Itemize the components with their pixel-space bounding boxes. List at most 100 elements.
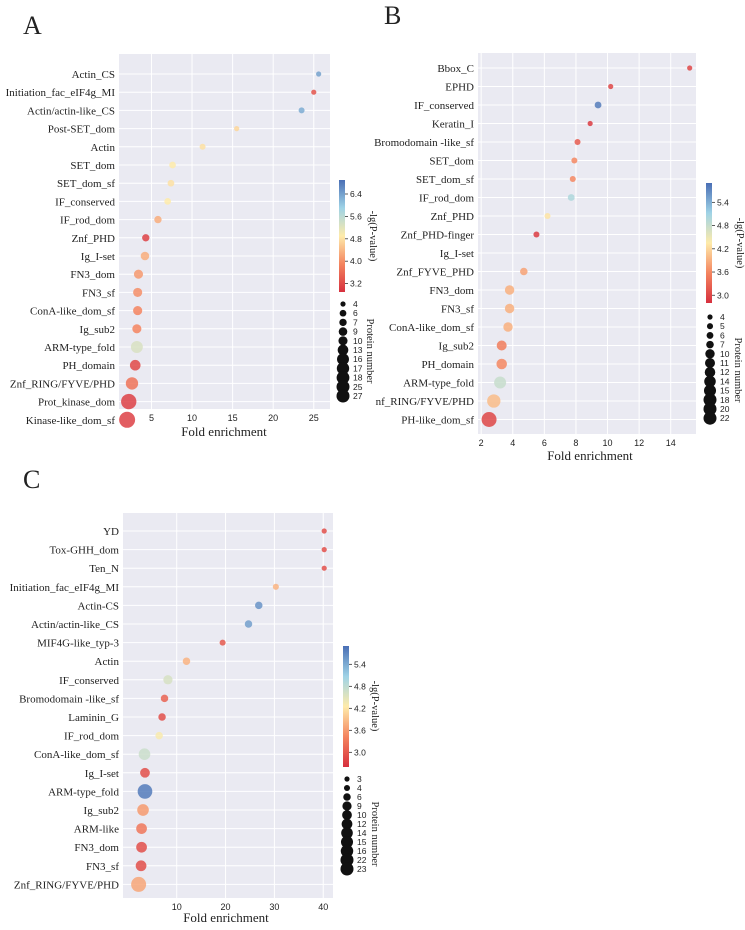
size-legend-label: 9 — [357, 801, 362, 811]
colorbar-ticks: 3.0 3.6 4.2 4.8 5.4 — [349, 659, 366, 757]
panel-letter: A — [23, 11, 42, 40]
colorbar-tick-label: 5.6 — [350, 211, 362, 221]
size-legend-marker — [341, 827, 353, 839]
size-legend-marker — [339, 318, 347, 327]
size-legend-label: 18 — [720, 395, 730, 405]
data-point — [496, 358, 507, 370]
panel-c-chart: YD Tox-GHH_dom Ten_N Initiation_fac_eIF4g_M… — [10, 513, 380, 925]
gridlines — [478, 53, 696, 434]
data-point — [133, 306, 143, 316]
category-label: Znf_RING/FYVE/PHD — [14, 879, 119, 891]
category-label: Znf_PHD — [72, 233, 115, 245]
category-label: Ten_N — [89, 563, 119, 575]
category-label: Ig_sub2 — [84, 805, 119, 817]
x-tick-label: 25 — [309, 413, 319, 423]
category-label: FN3_dom — [70, 269, 115, 281]
category-label: Post-SET_dom — [48, 124, 116, 136]
x-tick-label: 10 — [187, 413, 197, 423]
x-tick-label: 20 — [268, 413, 278, 423]
data-point — [311, 89, 317, 95]
data-point — [321, 547, 327, 553]
data-point — [121, 393, 137, 410]
panel-letter: B — [384, 1, 401, 30]
category-label: SET_dom_sf — [416, 174, 474, 186]
x-ticks: 5 10 15 20 25 — [149, 413, 319, 423]
category-label: YD — [103, 526, 119, 538]
size-legend-marker — [343, 784, 351, 792]
size-legend-label: 3 — [357, 774, 362, 784]
x-ticks: 2 4 6 8 10 12 14 — [479, 438, 676, 448]
size-legend-label: 14 — [357, 828, 367, 838]
size-legend-label: 6 — [357, 792, 362, 802]
category-label: IF_rod_dom — [60, 215, 115, 227]
size-legend-label: 17 — [353, 363, 363, 373]
size-legend-label: 14 — [720, 376, 730, 386]
data-point — [504, 303, 515, 314]
category-label: Znf_RING/FYVE/PHD — [10, 378, 115, 390]
colorbar-label: -lg(P-value) — [367, 211, 378, 262]
data-point — [219, 639, 226, 646]
data-point — [496, 340, 507, 351]
colorbar — [343, 646, 349, 767]
size-legend-marker — [703, 393, 717, 407]
colorbar-tick-label: 3.6 — [354, 725, 366, 735]
size-legend-label: 10 — [353, 336, 363, 346]
size-legend-label: 7 — [720, 340, 725, 350]
size-legend-label: 12 — [357, 819, 367, 829]
size-legend-label: 22 — [357, 855, 367, 865]
category-label: EPHD — [445, 82, 474, 94]
plot-area — [119, 54, 330, 409]
data-point — [140, 251, 150, 261]
size-legend-marker — [339, 309, 347, 317]
data-point — [594, 101, 602, 109]
category-label: IF_rod_dom — [419, 193, 474, 205]
size-legend-label: 15 — [357, 837, 367, 847]
x-axis-label: Fold enrichment — [547, 448, 633, 463]
size-legend-label: 15 — [720, 386, 730, 396]
size-legend-label: 12 — [720, 367, 730, 377]
data-point — [125, 377, 139, 390]
category-label: Ig_I-set — [81, 251, 115, 263]
plot-area — [478, 53, 696, 434]
category-label: Actin — [95, 656, 120, 668]
x-axis-label: Fold enrichment — [181, 424, 267, 439]
size-legend-label: 10 — [720, 349, 730, 359]
data-point — [487, 394, 501, 408]
category-label: Keratin_I — [432, 119, 474, 131]
category-label: Prot_kinase_dom — [38, 397, 115, 409]
colorbar — [706, 183, 712, 303]
size-legend-marker — [705, 349, 715, 359]
size-legend-marker — [340, 835, 354, 849]
data-point — [567, 194, 575, 201]
category-labels: Bbox_C EPHD IF_conserved Keratin_I Bromodoma… — [374, 63, 474, 427]
category-label: Actin/actin-like_CS — [31, 619, 119, 631]
size-legend-marker — [338, 327, 348, 336]
data-point — [155, 731, 163, 740]
data-point — [571, 157, 578, 164]
data-point — [133, 269, 144, 279]
colorbar-tick-label: 4.8 — [717, 221, 729, 231]
x-tick-label: 40 — [318, 902, 328, 912]
x-tick-label: 30 — [269, 902, 279, 912]
category-labels: Actin_CS Initiation_fac_eIF4g_MI Actin/act… — [6, 69, 116, 427]
data-point — [135, 860, 147, 872]
size-legend-label: 16 — [357, 846, 367, 856]
category-label: Znf_FYVE_PHD — [396, 267, 474, 279]
x-tick-label: 8 — [573, 438, 578, 448]
data-point — [119, 411, 136, 428]
category-label: ConA-like_dom_sf — [34, 749, 119, 761]
data-point — [504, 285, 515, 295]
size-legend-label: Protein number — [732, 337, 743, 403]
data-point — [321, 565, 327, 571]
data-point — [129, 359, 141, 371]
colorbar-tick-label: 3.0 — [354, 747, 366, 757]
data-point — [158, 713, 166, 721]
size-legend-marker — [706, 340, 714, 349]
x-tick-label: 12 — [634, 438, 644, 448]
size-legend-label: 18 — [353, 373, 363, 383]
data-points — [131, 528, 327, 892]
x-axis-label: Fold enrichment — [183, 910, 269, 925]
colorbar-tick-label: 4.2 — [354, 703, 366, 713]
data-point — [494, 376, 507, 389]
